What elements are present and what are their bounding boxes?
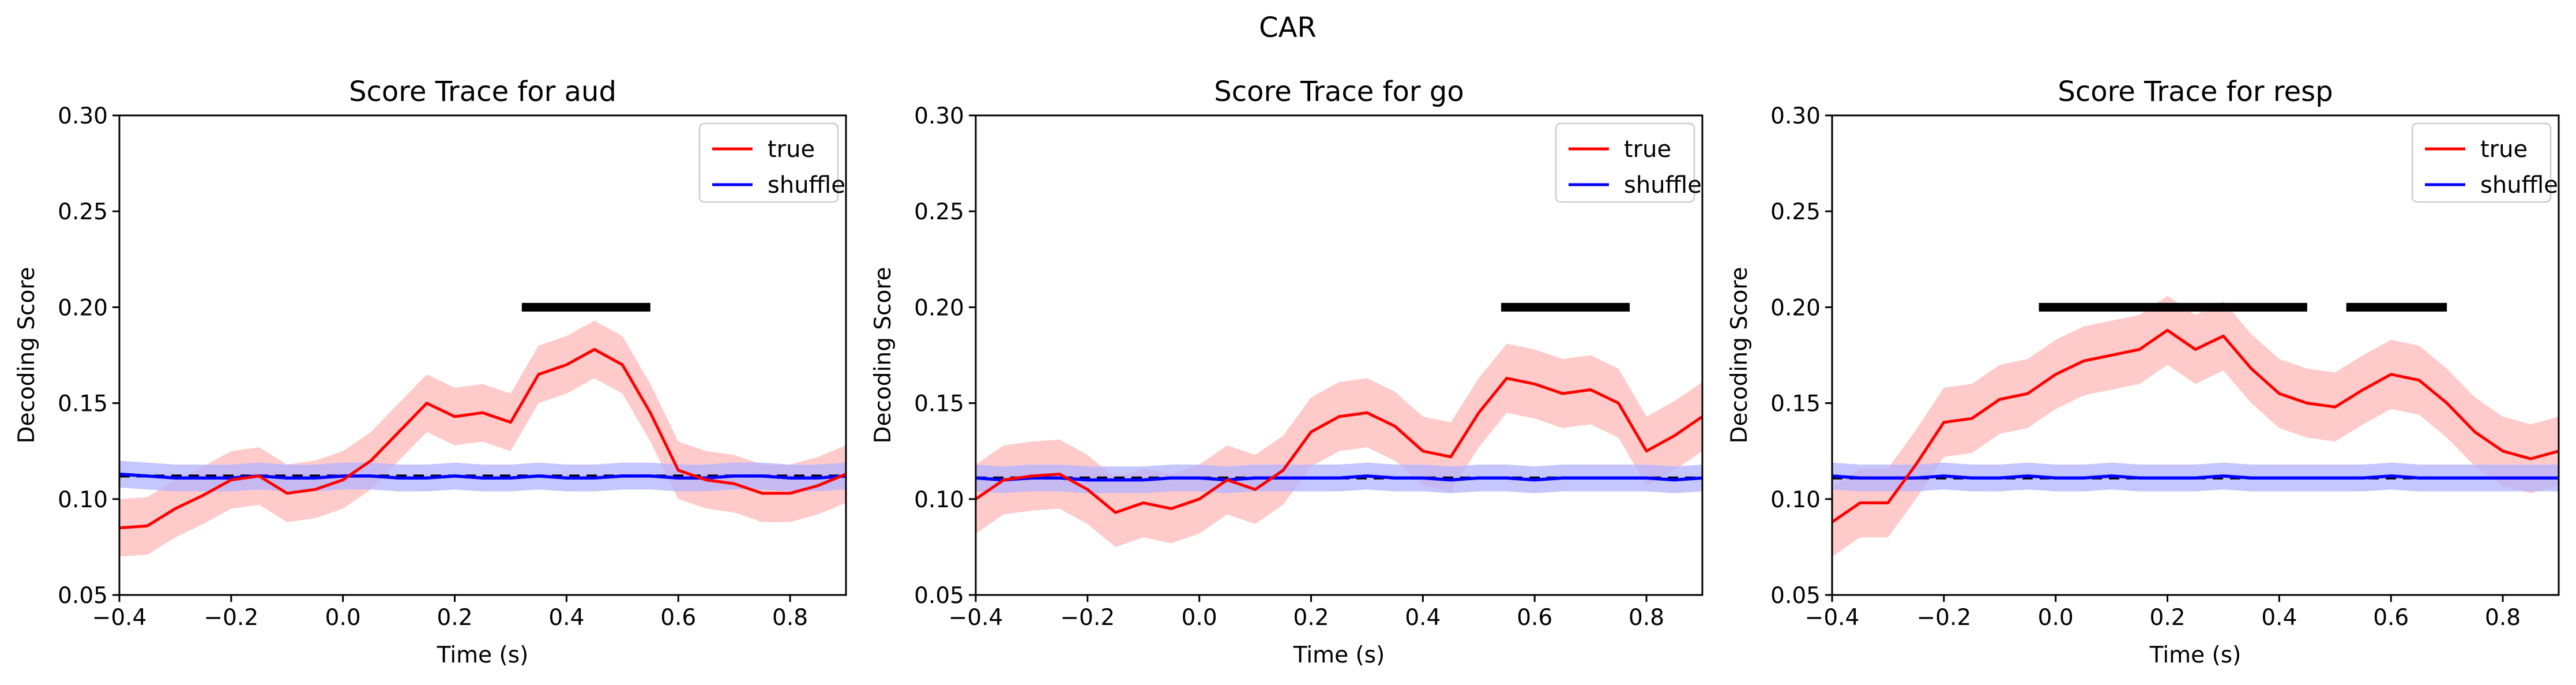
chart-panel-1: Score Trace for go −0.4 −0.2 0.0 0.2 0.4 0.6 0.… [870,76,1703,668]
plot-area [976,302,1702,547]
x-tick-label: 0.2 [437,605,473,631]
legend-frame [1555,122,1695,203]
legend-frame [698,122,839,203]
figure-suptitle: CAR [1259,12,1317,44]
series-line-true [1832,328,2559,523]
x-tick-label: −0.2 [1060,605,1115,631]
y-tick-label: 0.25 [914,199,964,225]
axes-frame [1831,114,2560,596]
y-tick-label: 0.15 [914,391,964,417]
x-tick-label: −0.2 [204,605,258,631]
chart-title: Score Trace for aud [349,76,616,108]
x-axis-label: Time (s) [1293,642,1385,668]
chart-panel-2: Score Trace for resp −0.4 −0.2 0.0 0.2 0.4 0.6… [1727,76,2560,668]
x-tick-label: 0.8 [772,605,808,631]
series-line-shuffle [1832,474,2559,480]
legend-label-true: true [768,136,815,163]
y-tick-label: 0.10 [914,487,964,513]
axes-frame [975,114,1703,596]
series-line-true [976,376,1702,514]
x-tick-label: −0.2 [1916,605,1971,631]
y-axis-label: Decoding Score [870,267,896,443]
x-tick-label: −0.4 [92,605,147,631]
y-tick-label: 0.20 [58,295,108,321]
legend-label-true: true [2480,136,2528,163]
y-tick-label: 0.05 [914,583,964,609]
chart-title: Score Trace for resp [2058,76,2333,108]
chart-title: Score Trace for go [1214,76,1464,108]
y-axis-label: Decoding Score [14,267,40,443]
legend-label-shuffle: shuffle [1624,172,1702,199]
x-tick-label: 0.4 [1405,605,1441,631]
x-tick-label: 0.0 [2038,605,2074,631]
x-tick-label: 0.2 [1293,605,1329,631]
panels: Score Trace for aud −0.4 −0.2 0.0 0.2 0.4 0.6 0… [14,76,2560,668]
plot-area [119,302,846,557]
x-tick-label: 0.0 [1182,605,1217,631]
y-tick-label: 0.30 [914,103,964,129]
series-line-shuffle [976,474,1702,482]
y-tick-label: 0.30 [1770,103,1821,129]
chart-panel-0: Score Trace for aud −0.4 −0.2 0.0 0.2 0.4 0.6 0… [14,76,847,668]
x-tick-label: 0.6 [660,605,696,631]
x-tick-label: 0.8 [2485,605,2521,631]
y-tick-label: 0.20 [1770,295,1821,321]
legend-frame [2411,122,2552,203]
series-line-true [119,348,846,530]
legend-label-true: true [1624,136,1671,163]
legend: true shuffle [698,122,845,203]
x-tick-label: 0.8 [1629,605,1664,631]
x-axis-label: Time (s) [2149,642,2242,668]
y-axis-label: Decoding Score [1727,267,1753,443]
x-tick-label: 0.2 [2150,605,2186,631]
axes-frame [118,114,847,596]
y-tick-label: 0.10 [1770,487,1821,513]
confidence-band-true [976,343,1702,547]
x-tick-label: 0.4 [548,605,584,631]
confidence-band-true [119,320,846,557]
x-tick-label: −0.4 [1805,605,1860,631]
legend: true shuffle [2411,122,2558,203]
y-tick-label: 0.20 [914,295,964,321]
confidence-band-true [1832,295,2559,557]
legend-label-shuffle: shuffle [768,172,845,199]
plot-area [1832,295,2559,557]
x-tick-label: 0.6 [2373,605,2409,631]
legend: true shuffle [1555,122,1702,203]
x-tick-label: −0.4 [949,605,1003,631]
legend-label-shuffle: shuffle [2480,172,2558,199]
x-axis-label: Time (s) [437,642,529,668]
y-tick-label: 0.05 [58,583,108,609]
x-tick-label: 0.4 [2261,605,2297,631]
y-tick-label: 0.10 [58,487,108,513]
y-tick-label: 0.15 [1770,391,1821,417]
y-tick-label: 0.30 [58,103,108,129]
x-tick-label: 0.6 [1517,605,1552,631]
y-tick-label: 0.25 [58,199,108,225]
y-tick-label: 0.15 [58,391,108,417]
y-tick-label: 0.25 [1770,199,1821,225]
y-tick-label: 0.05 [1770,583,1821,609]
x-tick-label: 0.0 [325,605,361,631]
